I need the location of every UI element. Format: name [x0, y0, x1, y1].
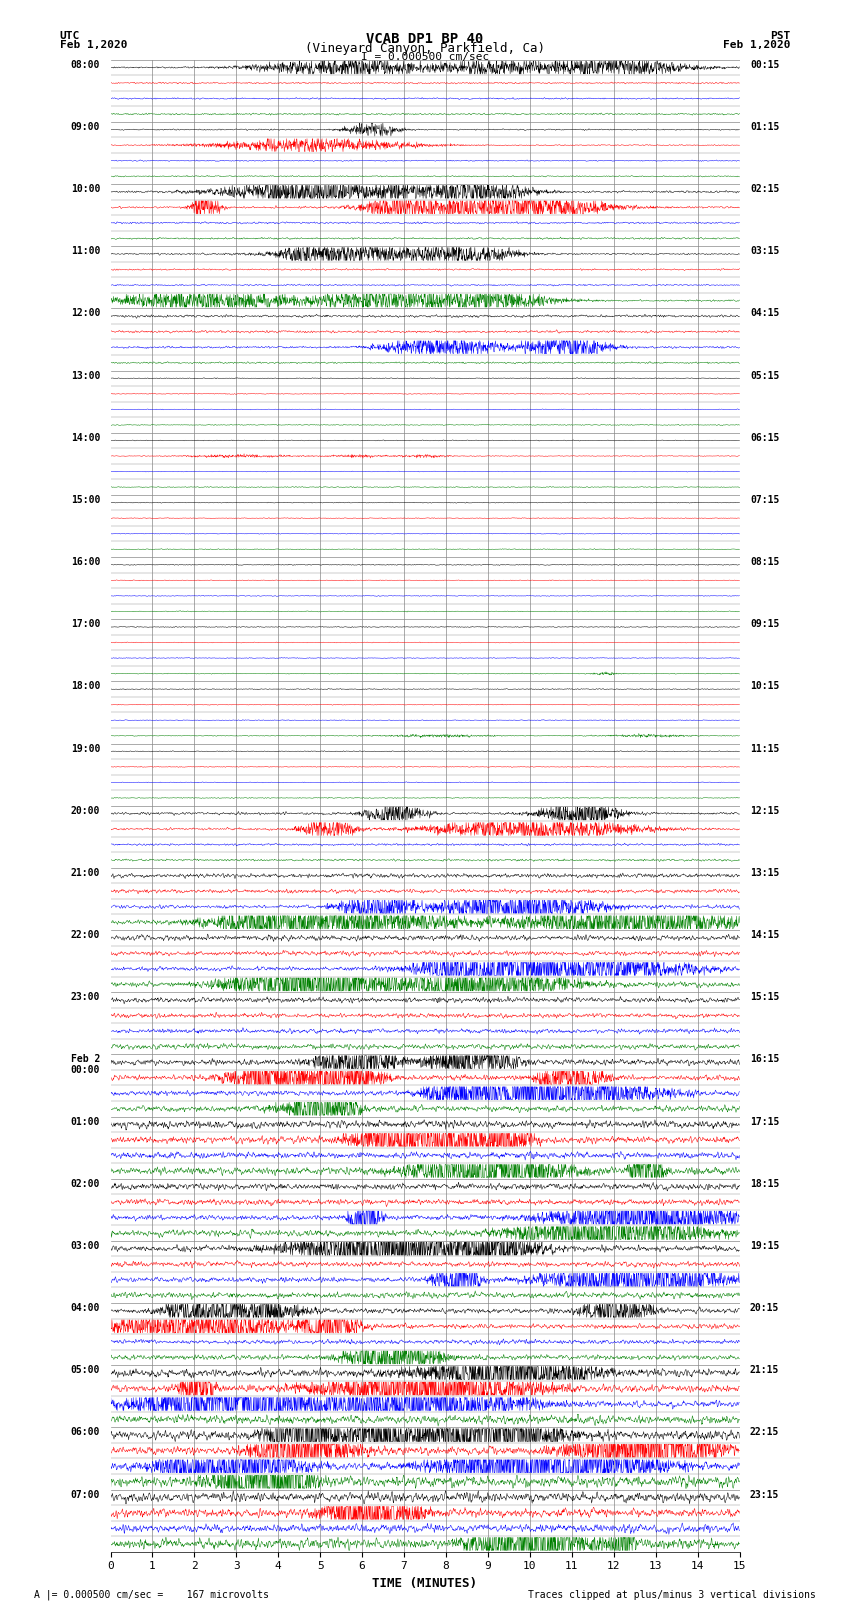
Text: I = 0.000500 cm/sec: I = 0.000500 cm/sec: [361, 52, 489, 61]
Text: Feb 2
00:00: Feb 2 00:00: [71, 1055, 100, 1076]
Text: 18:15: 18:15: [750, 1179, 779, 1189]
Text: 04:00: 04:00: [71, 1303, 100, 1313]
Text: VCAB DP1 BP 40: VCAB DP1 BP 40: [366, 32, 484, 47]
Text: 21:15: 21:15: [750, 1365, 779, 1376]
Text: 01:15: 01:15: [750, 123, 779, 132]
Text: 07:15: 07:15: [750, 495, 779, 505]
Text: 12:00: 12:00: [71, 308, 100, 318]
Text: 05:15: 05:15: [750, 371, 779, 381]
Text: 18:00: 18:00: [71, 681, 100, 692]
Text: 00:15: 00:15: [750, 60, 779, 69]
Text: 15:15: 15:15: [750, 992, 779, 1002]
Text: 17:15: 17:15: [750, 1116, 779, 1126]
Text: 10:00: 10:00: [71, 184, 100, 194]
Text: 15:00: 15:00: [71, 495, 100, 505]
Text: 09:00: 09:00: [71, 123, 100, 132]
Text: 02:00: 02:00: [71, 1179, 100, 1189]
Text: 21:00: 21:00: [71, 868, 100, 877]
Text: 22:00: 22:00: [71, 931, 100, 940]
Text: 14:15: 14:15: [750, 931, 779, 940]
Text: 11:00: 11:00: [71, 247, 100, 256]
Text: 13:15: 13:15: [750, 868, 779, 877]
Text: 02:15: 02:15: [750, 184, 779, 194]
Text: 17:00: 17:00: [71, 619, 100, 629]
Text: 05:00: 05:00: [71, 1365, 100, 1376]
Text: UTC: UTC: [60, 31, 80, 40]
Text: 22:15: 22:15: [750, 1428, 779, 1437]
Text: 08:15: 08:15: [750, 556, 779, 568]
Text: 23:00: 23:00: [71, 992, 100, 1002]
Text: 16:15: 16:15: [750, 1055, 779, 1065]
Text: (Vineyard Canyon, Parkfield, Ca): (Vineyard Canyon, Parkfield, Ca): [305, 42, 545, 55]
Text: 23:15: 23:15: [750, 1489, 779, 1500]
Text: 06:15: 06:15: [750, 432, 779, 442]
Text: 11:15: 11:15: [750, 744, 779, 753]
Text: 06:00: 06:00: [71, 1428, 100, 1437]
Text: 20:15: 20:15: [750, 1303, 779, 1313]
Text: 20:00: 20:00: [71, 806, 100, 816]
Text: Traces clipped at plus/minus 3 vertical divisions: Traces clipped at plus/minus 3 vertical …: [528, 1590, 816, 1600]
Text: 19:15: 19:15: [750, 1240, 779, 1250]
Text: 03:00: 03:00: [71, 1240, 100, 1250]
Text: 14:00: 14:00: [71, 432, 100, 442]
Text: 19:00: 19:00: [71, 744, 100, 753]
Text: 04:15: 04:15: [750, 308, 779, 318]
Text: 12:15: 12:15: [750, 806, 779, 816]
Text: 08:00: 08:00: [71, 60, 100, 69]
X-axis label: TIME (MINUTES): TIME (MINUTES): [372, 1578, 478, 1590]
Text: 07:00: 07:00: [71, 1489, 100, 1500]
Text: Feb 1,2020: Feb 1,2020: [60, 40, 127, 50]
Text: Feb 1,2020: Feb 1,2020: [723, 40, 791, 50]
Text: 10:15: 10:15: [750, 681, 779, 692]
Text: 16:00: 16:00: [71, 556, 100, 568]
Text: 13:00: 13:00: [71, 371, 100, 381]
Text: 03:15: 03:15: [750, 247, 779, 256]
Text: PST: PST: [770, 31, 790, 40]
Text: 01:00: 01:00: [71, 1116, 100, 1126]
Text: A |= 0.000500 cm/sec =    167 microvolts: A |= 0.000500 cm/sec = 167 microvolts: [34, 1589, 269, 1600]
Text: 09:15: 09:15: [750, 619, 779, 629]
